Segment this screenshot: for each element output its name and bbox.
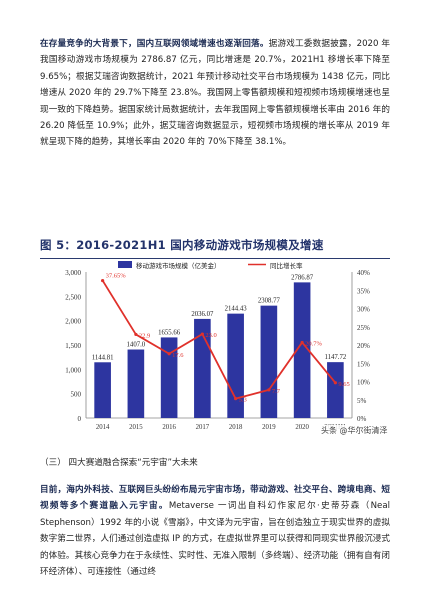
figure-title: 图 5：2016-2021H1 国内移动游戏市场规模及增速 <box>40 234 390 259</box>
growth-rate-label: 9.65 <box>338 381 349 388</box>
category-label: 2018 <box>229 424 243 431</box>
bar-value-label: 1407.0 <box>127 342 146 349</box>
category-label: 2016 <box>162 424 176 431</box>
bar <box>127 349 145 418</box>
bar <box>160 337 178 418</box>
category-label: 2017 <box>196 424 210 431</box>
left-tick-label: 2,500 <box>65 293 81 301</box>
bar <box>293 282 311 418</box>
figure-title-text: 图 5：2016-2021H1 国内移动游戏市场规模及增速 <box>40 238 324 252</box>
right-tick-label: 35% <box>357 287 370 295</box>
left-tick-label: 3,000 <box>65 269 81 277</box>
bar-value-label: 2308.77 <box>258 298 281 305</box>
right-tick-label: 10% <box>357 379 370 387</box>
category-label: 2020 <box>295 424 309 431</box>
left-tick-label: 1,500 <box>65 342 81 350</box>
bar <box>260 305 278 418</box>
right-tick-label: 0% <box>357 415 367 423</box>
growth-rate-point <box>300 340 304 345</box>
growth-rate-point <box>200 332 204 336</box>
growth-rate-point <box>167 352 171 356</box>
right-tick-label: 20% <box>357 342 370 350</box>
bar <box>327 362 344 418</box>
growth-rate-label: 20.7% <box>305 340 322 347</box>
growth-rate-label: 22.9 <box>139 332 150 339</box>
watermark: 头条 @华尔街清泽 <box>318 425 391 436</box>
category-label: 2019 <box>262 424 276 431</box>
legend-bar-swatch <box>118 261 132 268</box>
growth-rate-label: 37.65% <box>106 273 127 280</box>
category-label: 2014 <box>96 424 110 431</box>
right-tick-label: 5% <box>357 397 367 405</box>
right-tick-label: 40% <box>357 269 370 277</box>
growth-rate-point <box>101 278 105 283</box>
growth-rate-label: 5.3 <box>239 397 247 404</box>
category-label: 2015 <box>129 424 143 431</box>
left-tick-label: 2,000 <box>65 318 81 326</box>
outro-paragraph: 目前，海内外科技、互联网巨头纷纷布局元宇宙市场，带动游戏、社交平台、跨境电商、短… <box>40 482 390 580</box>
growth-rate-line <box>101 280 337 400</box>
growth-rate-point <box>333 381 337 385</box>
bar <box>94 362 111 418</box>
legend-line-label: 同比增长率 <box>270 261 303 270</box>
growth-rate-label: 17.6 <box>172 352 184 359</box>
growth-rate-point <box>134 332 138 337</box>
legend-bar-label: 移动游戏市场规模（亿美金） <box>136 261 221 270</box>
outro-bold-lead: 目前，海内外科技、互联网巨头纷纷布局元宇宙市场，带动游戏、社交平台、跨境电商、短… <box>40 485 390 512</box>
right-tick-label: 30% <box>357 306 370 314</box>
right-tick-label: 15% <box>357 360 370 368</box>
bar-value-label: 2786.87 <box>291 274 314 281</box>
growth-rate-label: 7.7 <box>272 388 281 395</box>
intro-bold-lead: 在存量竞争的大背景下，国内互联网领域增速也逐渐回落。 <box>40 39 269 49</box>
growth-rate-point <box>267 388 271 392</box>
bar-value-label: 1147.72 <box>324 354 346 361</box>
bar-value-label: 1144.81 <box>92 354 114 361</box>
left-tick-label: 500 <box>71 391 82 399</box>
section-heading: （三） 四大赛道融合探索“元宇宙”大未来 <box>40 458 198 468</box>
left-tick-label: 1,000 <box>65 366 81 374</box>
intro-body: 据游戏工委数据披露，2020 年我国移动游戏市场规模为 2786.87 亿元，同… <box>40 39 390 148</box>
outro-body: Metaverse 一词出自科幻作家尼尔·史蒂芬森（Neal Stephenso… <box>40 501 390 578</box>
bar-value-label: 2036.07 <box>191 311 214 318</box>
right-tick-label: 25% <box>357 324 370 332</box>
bar-value-label: 1655.66 <box>158 329 181 336</box>
growth-rate-label: 23.0 <box>205 332 216 339</box>
growth-rate-point <box>234 397 238 401</box>
left-tick-label: 0 <box>78 415 82 423</box>
bar-value-label: 2144.43 <box>225 306 248 313</box>
intro-paragraph: 在存量竞争的大背景下，国内互联网领域增速也逐渐回落。据游戏工委数据披露，2020… <box>40 36 390 151</box>
mobile-game-market-chart: 0 500 1,000 1,500 2,000 2,500 3,000 0% 5% 10% 15% 2… <box>65 261 370 431</box>
